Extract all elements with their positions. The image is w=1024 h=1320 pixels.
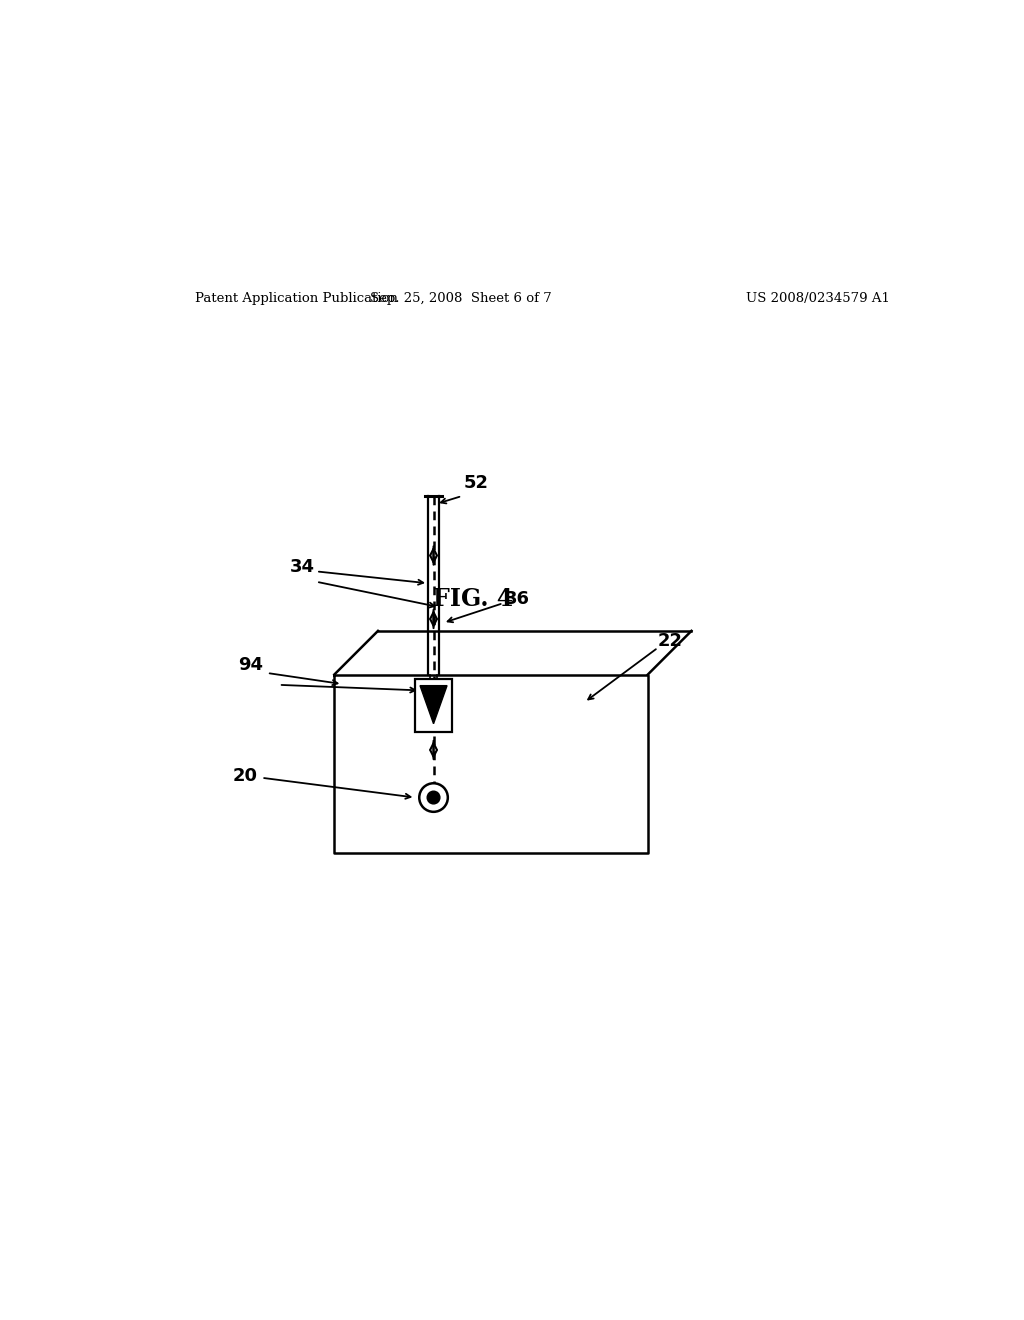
Text: 94: 94 — [238, 656, 263, 675]
Text: US 2008/0234579 A1: US 2008/0234579 A1 — [746, 292, 891, 305]
Text: 34: 34 — [290, 558, 314, 577]
Text: 22: 22 — [658, 632, 683, 651]
Text: Patent Application Publication: Patent Application Publication — [196, 292, 398, 305]
Polygon shape — [420, 685, 447, 723]
Text: FIG. 4: FIG. 4 — [433, 587, 513, 611]
Bar — [416, 678, 452, 731]
Text: Sep. 25, 2008  Sheet 6 of 7: Sep. 25, 2008 Sheet 6 of 7 — [371, 292, 552, 305]
Circle shape — [427, 791, 440, 804]
Text: 20: 20 — [232, 767, 257, 785]
Text: 36: 36 — [505, 590, 530, 609]
Circle shape — [419, 783, 447, 812]
Text: 52: 52 — [464, 474, 488, 492]
